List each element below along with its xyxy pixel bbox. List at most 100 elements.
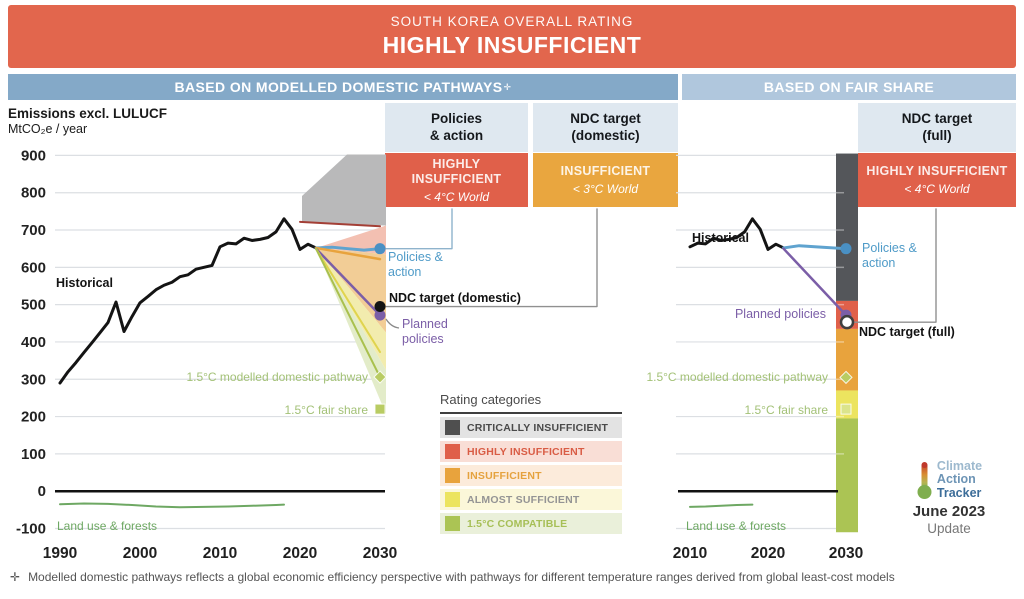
rating-bar-insufficient bbox=[836, 328, 858, 391]
series-policies-action-range-upper- bbox=[299, 220, 381, 228]
modelled-pathway-15c-label-left: 1.5°C modelled domestic pathway bbox=[186, 370, 368, 384]
policies-action-label-right: Policies & action bbox=[862, 241, 917, 270]
overall-rating-banner: SOUTH KOREA OVERALL RATING HIGHLY INSUFF… bbox=[8, 5, 1016, 68]
y-axis-tick-label: 800 bbox=[21, 185, 46, 202]
y-axis-title: Emissions excl. LULUCF MtCO₂e / year bbox=[8, 106, 167, 136]
footnote-marker-sup: ✛ bbox=[503, 81, 512, 92]
legend-title: Rating categories bbox=[440, 392, 622, 414]
series-1-5-c-modelled-domestic-pathway bbox=[315, 247, 381, 379]
legend-swatch bbox=[445, 444, 460, 459]
rating-world: < 3°C World bbox=[572, 182, 639, 196]
y-axis-tick-label: 200 bbox=[21, 409, 46, 426]
ndc-target-full-label: NDC target (full) bbox=[859, 325, 955, 339]
x-axis-tick-label: 1990 bbox=[43, 545, 77, 562]
rating-header-line: NDC target bbox=[901, 110, 973, 126]
y-axis-tick-label: -100 bbox=[16, 521, 46, 538]
thermometer-icon bbox=[917, 462, 932, 499]
rating-value: HIGHLY INSUFFICIENT bbox=[411, 156, 502, 186]
y-axis-tick-label: 500 bbox=[21, 297, 46, 314]
section-header-fair-share: BASED ON FAIR SHARE bbox=[682, 74, 1016, 100]
x-axis-tick-label: 2000 bbox=[123, 545, 157, 562]
rating-header-policies-action: Policies & action bbox=[385, 103, 528, 152]
ndc-target-domestic-label: NDC target (domestic) bbox=[389, 291, 521, 305]
series-land-use-forests bbox=[59, 502, 285, 509]
banner-overall-rating: HIGHLY INSUFFICIENT bbox=[382, 32, 642, 58]
end-marker-diamond bbox=[373, 370, 387, 384]
rating-bar-critically-insufficient bbox=[836, 153, 858, 301]
rating-card-policies-action: HIGHLY INSUFFICIENT < 4°C World bbox=[385, 153, 528, 207]
rating-header-line: NDC target bbox=[570, 110, 641, 126]
legend-label: ALMOST SUFFICIENT bbox=[467, 493, 580, 506]
legend-row-1: HIGHLY INSUFFICIENT bbox=[440, 441, 622, 462]
legend-row-2: INSUFFICIENT bbox=[440, 465, 622, 486]
fair-share-15c-label-right: 1.5°C fair share bbox=[744, 403, 828, 417]
end-marker-circle bbox=[840, 243, 852, 255]
x-axis-tick-label: 2020 bbox=[283, 545, 317, 562]
logo-word-climate: Climate bbox=[936, 459, 983, 474]
y-axis-title-line2: MtCO₂e / year bbox=[8, 122, 88, 136]
planned-policies-label-right: Planned policies bbox=[734, 307, 826, 321]
rating-header-ndc-domestic: NDC target (domestic) bbox=[533, 103, 678, 152]
end-marker-circle bbox=[374, 309, 386, 321]
connector-ndc-domestic bbox=[383, 208, 598, 308]
x-axis-tick-label: 2020 bbox=[751, 545, 785, 562]
rating-categories-legend: Rating categories CRITICALLY INSUFFICIEN… bbox=[440, 392, 622, 534]
rating-header-line: & action bbox=[429, 127, 484, 143]
series-policies-action bbox=[782, 244, 848, 251]
x-axis-tick-label: 2030 bbox=[829, 545, 863, 562]
logo-word-tracker: Tracker bbox=[936, 485, 982, 500]
logo-word-action: Action bbox=[936, 472, 976, 487]
y-axis-tick-label: 700 bbox=[21, 222, 46, 239]
footnote-marker: ✛ bbox=[10, 570, 21, 584]
band-almost-sufficient bbox=[316, 247, 386, 370]
policies-action-label-left: Policies & action bbox=[388, 250, 443, 279]
series-planned-policies bbox=[314, 247, 382, 317]
fair-share-15c-label-left: 1.5°C fair share bbox=[284, 403, 368, 417]
band-insufficient bbox=[316, 247, 386, 333]
legend-row-0: CRITICALLY INSUFFICIENT bbox=[440, 417, 622, 438]
logo-date: June 2023 bbox=[912, 503, 986, 520]
connector-planned-policies bbox=[385, 318, 400, 329]
land-use-forests-label-left: Land use & forests bbox=[57, 519, 158, 533]
rating-value: HIGHLY INSUFFICIENT bbox=[866, 164, 1008, 178]
climate-action-tracker-logo: Climate Action Tracker June 2023 Update bbox=[893, 460, 1005, 536]
rating-card-ndc-full: HIGHLY INSUFFICIENT < 4°C World bbox=[858, 153, 1016, 207]
historical-label-left: Historical bbox=[56, 276, 113, 290]
section-header-right-label: BASED ON FAIR SHARE bbox=[763, 79, 935, 95]
y-axis-tick-label: 600 bbox=[21, 259, 46, 276]
rating-bar-1-5-c-compatible bbox=[836, 418, 858, 533]
planned-policies-label-left: Planned policies bbox=[402, 317, 448, 346]
y-axis-tick-label: 0 bbox=[38, 483, 46, 500]
x-axis-tick-label: 2010 bbox=[203, 545, 237, 562]
rating-header-line: (full) bbox=[922, 127, 952, 143]
legend-swatch bbox=[445, 516, 460, 531]
legend-label: 1.5°C COMPATIBLE bbox=[467, 517, 568, 530]
section-header-left-label: BASED ON MODELLED DOMESTIC PATHWAYS bbox=[174, 79, 503, 95]
rating-card-ndc-domestic: INSUFFICIENT < 3°C World bbox=[533, 153, 678, 207]
rating-header-line: Policies bbox=[430, 110, 483, 126]
series-planned-policies bbox=[782, 247, 848, 317]
historical-label-right: Historical bbox=[692, 231, 749, 245]
legend-swatch bbox=[445, 492, 460, 507]
rating-header-ndc-full: NDC target (full) bbox=[858, 103, 1016, 152]
end-marker-circle bbox=[374, 301, 386, 313]
end-marker-square bbox=[840, 403, 852, 415]
rating-value: INSUFFICIENT bbox=[560, 164, 651, 178]
y-axis-tick-label: 900 bbox=[21, 147, 46, 164]
connector-ndc-full bbox=[852, 208, 937, 323]
rating-world: < 4°C World bbox=[904, 182, 970, 196]
rating-world: < 4°C World bbox=[423, 189, 490, 204]
band-1-5-c-compatible bbox=[316, 247, 386, 414]
end-marker-square bbox=[374, 403, 386, 415]
band-critically-insufficient bbox=[302, 154, 386, 226]
y-axis-tick-label: 400 bbox=[21, 334, 46, 351]
series-insufficient-range-upper-pathway bbox=[314, 246, 382, 261]
x-axis-tick-label: 2030 bbox=[363, 545, 397, 562]
modelled-pathway-15c-label-right: 1.5°C modelled domestic pathway bbox=[646, 370, 828, 384]
legend-label: CRITICALLY INSUFFICIENT bbox=[467, 421, 609, 434]
series-historical bbox=[688, 217, 786, 251]
legend-rows: CRITICALLY INSUFFICIENT HIGHLY INSUFFICIE… bbox=[440, 417, 622, 534]
footnote-text: Modelled domestic pathways reflects a gl… bbox=[28, 570, 895, 584]
